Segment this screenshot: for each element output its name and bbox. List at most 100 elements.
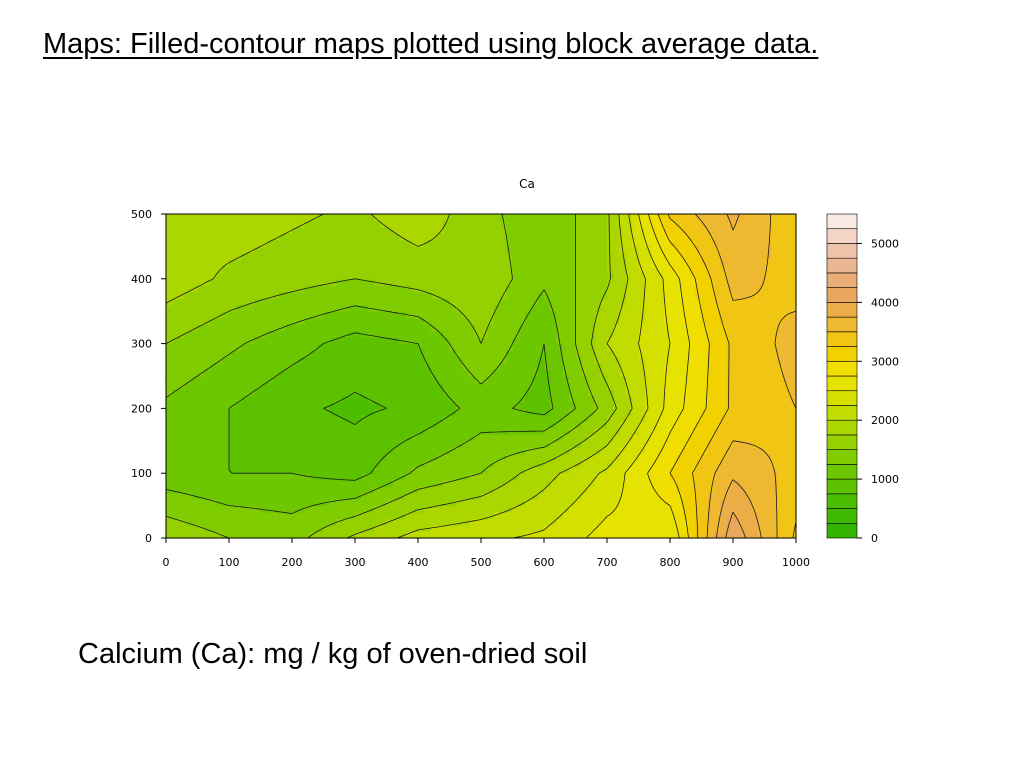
contour-cell	[449, 486, 457, 494]
contour-cell	[707, 408, 715, 416]
contour-cell	[474, 317, 482, 325]
contour-cell	[235, 317, 243, 325]
contour-cell	[512, 531, 520, 539]
contour-cell	[247, 460, 255, 468]
contour-cell	[260, 427, 268, 435]
contour-cell	[229, 499, 236, 507]
contour-cell	[632, 343, 640, 351]
contour-cell	[600, 278, 608, 286]
contour-cell	[613, 382, 621, 390]
contour-cell	[266, 265, 274, 273]
contour-cell	[348, 518, 356, 526]
contour-cell	[386, 278, 394, 286]
contour-cell	[418, 356, 425, 364]
contour-cell	[279, 369, 287, 377]
contour-cell	[619, 479, 627, 487]
contour-cell	[266, 486, 274, 494]
contour-cell	[418, 363, 425, 371]
contour-cell	[336, 505, 343, 513]
contour-cell	[701, 214, 709, 222]
contour-cell	[443, 246, 451, 254]
contour-cell	[172, 369, 180, 377]
contour-cell	[323, 401, 331, 409]
contour-cell	[676, 512, 684, 520]
contour-cell	[632, 233, 640, 241]
contour-cell	[405, 226, 413, 235]
contour-cell	[733, 220, 740, 228]
contour-cell	[657, 330, 665, 338]
contour-cell	[361, 272, 369, 280]
contour-cell	[247, 492, 255, 500]
contour-cell	[707, 363, 715, 371]
contour-cell	[770, 447, 778, 455]
contour-cell	[619, 304, 627, 312]
contour-cell	[260, 343, 268, 351]
contour-cell	[600, 285, 608, 293]
contour-cell	[562, 505, 570, 513]
contour-cell	[714, 479, 721, 487]
contour-cell	[436, 304, 444, 312]
contour-cell	[632, 369, 640, 377]
contour-cell	[399, 382, 406, 390]
contour-cell	[569, 525, 577, 533]
contour-cell	[443, 226, 451, 235]
contour-cell	[191, 272, 199, 280]
contour-cell	[789, 220, 797, 228]
contour-cell	[726, 505, 734, 513]
contour-cell	[367, 343, 375, 351]
contour-cell	[254, 317, 262, 325]
contour-cell	[487, 388, 495, 397]
contour-cell	[355, 486, 362, 494]
contour-cell	[266, 525, 274, 533]
contour-cell	[273, 531, 280, 539]
contour-cell	[449, 278, 457, 286]
contour-cell	[676, 505, 684, 513]
contour-cell	[493, 311, 501, 319]
contour-cell	[392, 278, 400, 286]
contour-cell	[203, 246, 211, 254]
contour-cell	[367, 330, 375, 338]
contour-cell	[600, 382, 608, 390]
contour-cell	[575, 427, 583, 435]
contour-cell	[783, 298, 791, 306]
contour-cell	[216, 278, 224, 286]
contour-cell	[569, 324, 577, 332]
contour-cell	[216, 525, 224, 533]
contour-cell	[518, 512, 526, 520]
contour-cell	[751, 298, 759, 306]
contour-cell	[739, 343, 747, 351]
contour-cell	[241, 350, 249, 358]
contour-cell	[663, 317, 671, 325]
contour-cell	[714, 317, 721, 325]
contour-cell	[273, 440, 280, 448]
contour-cell	[386, 453, 394, 461]
contour-cell	[777, 330, 784, 338]
contour-cell	[348, 350, 356, 358]
contour-cell	[588, 356, 595, 364]
contour-cell	[323, 298, 331, 306]
contour-cell	[273, 525, 280, 533]
contour-cell	[594, 401, 602, 409]
contour-cell	[789, 401, 797, 409]
contour-cell	[745, 304, 753, 312]
contour-cell	[739, 518, 747, 526]
contour-cell	[581, 337, 589, 345]
contour-cell	[292, 531, 299, 539]
contour-cell	[292, 317, 299, 325]
contour-cell	[789, 330, 797, 338]
contour-cell	[701, 518, 709, 526]
contour-cell	[392, 363, 400, 371]
contour-cell	[726, 298, 734, 306]
contour-cell	[751, 388, 759, 397]
contour-cell	[493, 460, 501, 468]
contour-cell	[424, 278, 432, 286]
contour-cell	[720, 376, 728, 384]
contour-cell	[493, 499, 501, 507]
contour-cell	[298, 460, 306, 468]
contour-cell	[254, 479, 262, 487]
contour-cell	[292, 337, 299, 345]
contour-cell	[172, 343, 180, 351]
contour-cell	[733, 214, 740, 222]
contour-cell	[695, 512, 703, 520]
contour-cell	[449, 226, 457, 235]
